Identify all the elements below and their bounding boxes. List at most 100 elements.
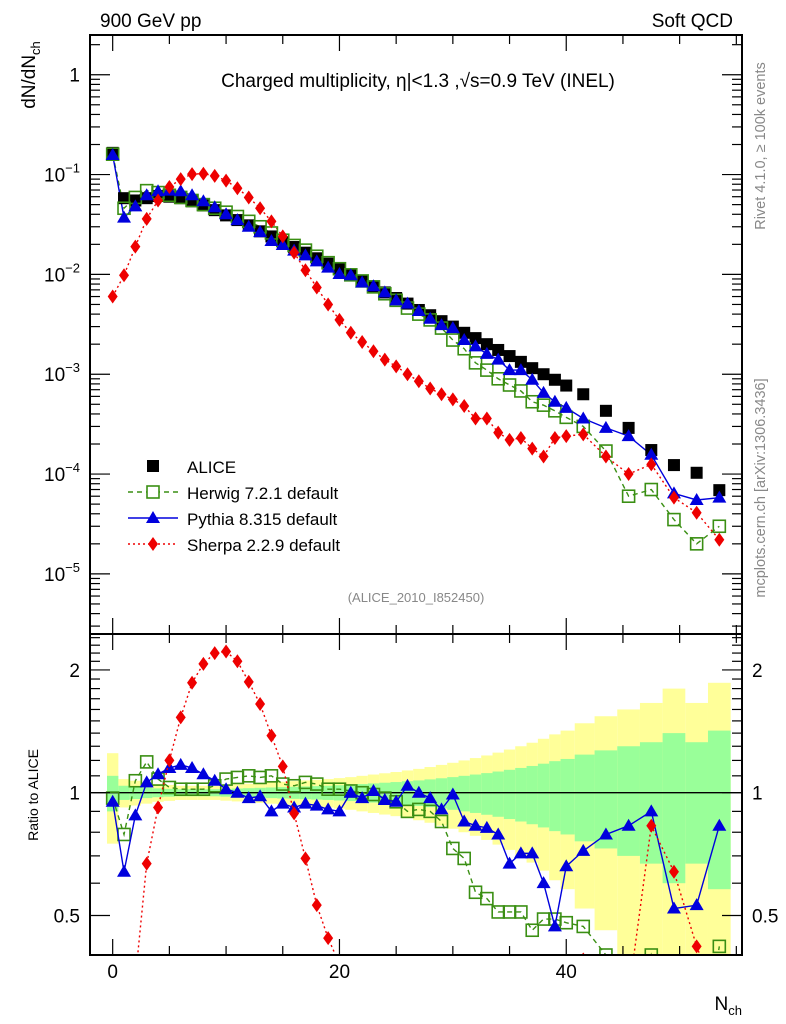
alice-point: [713, 484, 726, 497]
x-axis-label: Nch: [715, 994, 742, 1018]
sherpa-ratio-point: [277, 759, 288, 774]
sherpa-point: [153, 193, 164, 208]
herwig-legend-marker: [146, 485, 160, 499]
sherpa-point: [357, 335, 368, 350]
pythia-ratio-point: [689, 898, 704, 911]
sherpa-point: [243, 190, 254, 205]
sherpa-ratio-point: [300, 851, 311, 866]
pythia-point: [241, 219, 256, 232]
pythia-point: [253, 225, 268, 238]
pythia-point: [576, 411, 591, 424]
sherpa-ratio-point: [668, 864, 679, 879]
sherpa-ratio-point: [153, 800, 164, 815]
sherpa-point: [470, 411, 481, 426]
sherpa-ratio-point: [601, 957, 611, 971]
sherpa-ratio-point: [691, 939, 702, 954]
pythia-ratio-point: [666, 901, 681, 914]
pythia-ratio-point: [598, 827, 613, 840]
pythia-point: [264, 234, 279, 247]
pythia-point: [332, 266, 347, 279]
sherpa-point: [402, 367, 413, 382]
herwig-ratio-point: [264, 769, 279, 783]
sherpa-point: [600, 449, 611, 464]
sherpa-ratio-point: [266, 728, 277, 743]
pythia-point: [377, 285, 392, 298]
sherpa-ratio-point: [323, 931, 334, 946]
sherpa-point: [668, 490, 679, 505]
sherpa-point: [425, 381, 436, 396]
pythia-ratio-point: [253, 789, 268, 802]
pythia-ratio-point: [479, 820, 494, 833]
sherpa-line: [112, 172, 720, 541]
alice-point: [548, 373, 561, 386]
sherpa-point: [527, 441, 538, 456]
category-label: Soft QCD: [652, 11, 733, 32]
y-tick-label: 10−5: [44, 560, 80, 586]
pythia-ratio-point: [457, 814, 472, 827]
sherpa-point: [413, 374, 424, 389]
sherpa-ratio-point: [289, 806, 300, 821]
sherpa-point: [130, 239, 141, 254]
alice-point: [469, 332, 482, 345]
sherpa-point: [447, 392, 458, 407]
sherpa-point: [277, 229, 288, 244]
pythia-point: [173, 184, 188, 197]
sherpa-point: [345, 325, 356, 340]
alice-point: [690, 466, 703, 479]
herwig-ratio-point: [468, 885, 483, 900]
sherpa-point: [119, 268, 130, 283]
herwig-ratio-point: [525, 923, 540, 938]
analysis-watermark: (ALICE_2010_I852450): [348, 590, 485, 605]
pythia-point: [196, 194, 211, 207]
y-tick-label: 1: [69, 66, 80, 87]
ratio-band-1sigma: [574, 754, 595, 842]
alice-point: [537, 368, 550, 381]
sherpa-point: [623, 467, 634, 482]
pythia-ratio-point: [389, 794, 404, 807]
pythia-point: [457, 333, 472, 346]
sherpa-point: [232, 181, 243, 196]
sherpa-ratio-point: [311, 898, 322, 913]
herwig-point: [502, 378, 517, 392]
pythia-point: [219, 207, 234, 220]
pythia-point: [513, 363, 528, 376]
ratio-band-1sigma: [549, 761, 561, 832]
pythia-point: [275, 237, 290, 250]
alice-point: [599, 404, 612, 417]
pythia-ratio-point: [400, 778, 415, 791]
pythia-point: [343, 268, 358, 281]
pythia-ratio-point: [366, 783, 381, 796]
y-tick-label: 10−4: [44, 460, 80, 486]
svg-text:dN/dNch: dN/dNch: [19, 41, 43, 109]
ratio-band-1sigma: [560, 758, 575, 835]
pythia-ratio-point: [185, 760, 200, 773]
pythia-ratio-point: [105, 794, 120, 807]
sherpa-ratio-point: [255, 697, 266, 712]
pythia-legend-marker: [146, 511, 160, 523]
ratio-band-1sigma: [526, 765, 538, 825]
pythia-point: [547, 394, 562, 407]
herwig-point: [480, 363, 494, 377]
ratio-frame: [89, 633, 743, 956]
sherpa-ratio-point: [175, 710, 186, 725]
sherpa-point: [289, 245, 300, 260]
sherpa-point: [538, 449, 549, 464]
pythia-point: [355, 275, 370, 288]
pythia-ratio-point: [298, 796, 313, 809]
herwig-ratio-point: [480, 891, 494, 906]
herwig-ratio-point: [446, 841, 460, 856]
herwig-point: [689, 537, 704, 551]
pythia-ratio-point: [117, 864, 132, 877]
pythia-ratio-point: [377, 792, 392, 805]
pythia-ratio-point: [502, 856, 517, 869]
pythia-point: [411, 303, 426, 316]
pythia-point: [400, 296, 415, 309]
pythia-point: [185, 188, 200, 201]
alice-point: [622, 421, 635, 434]
pythia-point: [139, 188, 154, 201]
sherpa-point: [175, 172, 186, 187]
sherpa-point: [198, 166, 209, 181]
sherpa-point: [379, 352, 390, 367]
pythia-point: [128, 199, 143, 212]
pythia-point: [559, 400, 574, 413]
